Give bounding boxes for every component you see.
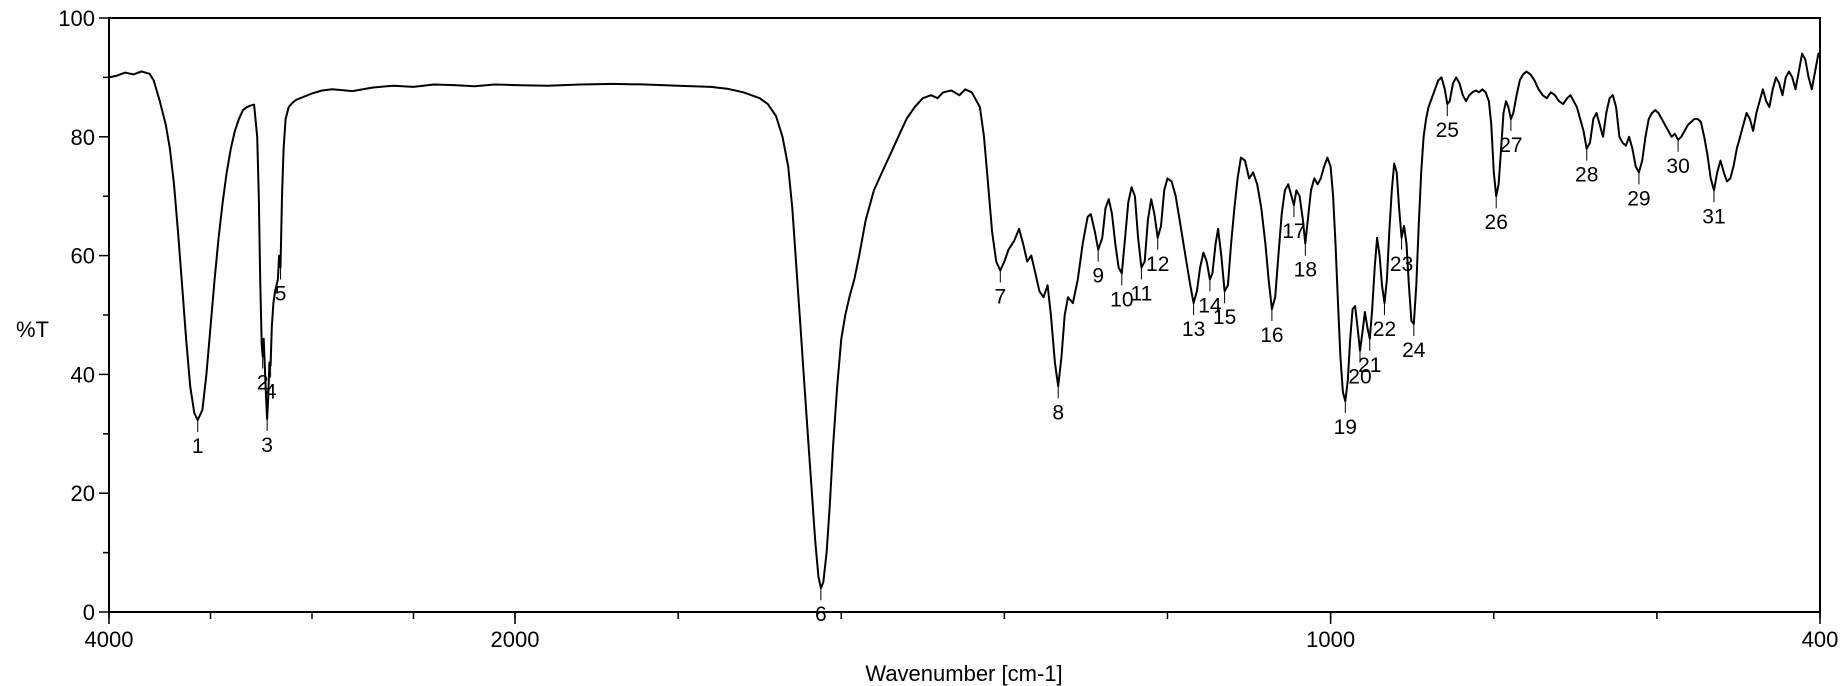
y-tick-label: 100	[58, 6, 95, 31]
peak-label: 7	[994, 285, 1006, 308]
peak-label: 29	[1627, 187, 1650, 210]
peak-label: 5	[275, 282, 287, 305]
y-tick-label: 80	[71, 125, 95, 150]
y-tick-label: 20	[71, 481, 95, 506]
y-axis-title: %T	[16, 317, 49, 342]
peak-label: 22	[1373, 318, 1396, 341]
y-tick-label: 40	[71, 362, 95, 387]
peak-label: 16	[1260, 324, 1283, 347]
x-axis: 4000 2000 1000 400	[85, 612, 1839, 652]
peak-label: 4	[265, 380, 277, 403]
peak-label: 18	[1294, 259, 1317, 282]
peak-label: 1	[192, 435, 204, 458]
x-tick-label: 2000	[491, 627, 540, 652]
peak-label: 11	[1130, 282, 1152, 305]
peak-label: 26	[1485, 211, 1508, 234]
peak-label: 12	[1146, 253, 1169, 276]
peak-label: 24	[1402, 339, 1426, 362]
peak-label: 3	[261, 434, 273, 457]
peak-label: 9	[1092, 265, 1104, 288]
peak-label: 13	[1182, 318, 1205, 341]
peak-label: 19	[1334, 416, 1357, 439]
x-tick-label: 1000	[1306, 627, 1355, 652]
x-tick-label: 4000	[85, 627, 134, 652]
x-axis-title: Wavenumber [cm-1]	[865, 661, 1062, 686]
peak-label: 15	[1213, 306, 1236, 329]
peak-label: 6	[815, 603, 827, 626]
x-tick-label: 400	[1802, 627, 1839, 652]
y-axis: 0 20 40 60 80 100	[58, 6, 109, 625]
peak-label: 14	[1198, 294, 1222, 317]
peak-label: 2	[257, 372, 269, 395]
spectrum-line	[108, 52, 1820, 590]
peak-label: 28	[1575, 164, 1598, 187]
peak-label: 10	[1110, 288, 1133, 311]
peak-markers: 1234567891011121314151617181920212223242…	[192, 104, 1726, 626]
peak-label: 27	[1499, 134, 1522, 157]
peak-label: 30	[1666, 155, 1689, 178]
peak-label: 8	[1052, 401, 1064, 424]
peak-label: 21	[1358, 354, 1381, 377]
peak-label: 20	[1348, 366, 1371, 389]
y-tick-label: 60	[71, 244, 95, 269]
peak-label: 31	[1702, 205, 1725, 228]
plot-frame	[108, 17, 1821, 613]
peak-label: 17	[1282, 220, 1305, 243]
y-tick-label: 0	[83, 600, 95, 625]
peak-label: 25	[1436, 119, 1459, 142]
peak-label: 23	[1390, 253, 1413, 276]
